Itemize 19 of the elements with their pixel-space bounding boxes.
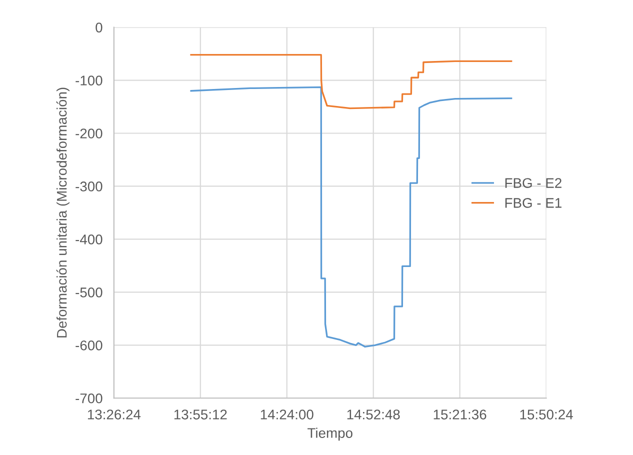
x-tick-label: 13:26:24 — [88, 410, 141, 420]
y-tick-label: -500 — [76, 288, 102, 298]
y-tick-label: -700 — [76, 393, 102, 404]
x-tick-label: 14:52:48 — [347, 410, 400, 420]
y-tick-label: -300 — [76, 182, 102, 192]
y-tick-label: -600 — [76, 340, 102, 350]
x-tick-label: 14:24:00 — [260, 410, 314, 420]
y-axis-title: Deformación unitaria (Microdeformación) — [56, 88, 70, 338]
y-tick-label: 0 — [96, 22, 102, 32]
line-series — [190, 54, 512, 110]
x-tick-label: 15:21:36 — [434, 410, 486, 420]
y-tick-label: -400 — [76, 234, 102, 244]
legend-label: FBG - E2 — [505, 178, 562, 188]
legend-label: FBG - E1 — [505, 198, 562, 208]
x-tick-label: 15:50:24 — [520, 410, 573, 420]
x-axis-title: Tiempo — [308, 428, 352, 441]
y-tick-label: -100 — [76, 76, 102, 86]
y-tick-label: -200 — [76, 128, 102, 138]
x-tick-label: 13:55:12 — [174, 410, 227, 420]
